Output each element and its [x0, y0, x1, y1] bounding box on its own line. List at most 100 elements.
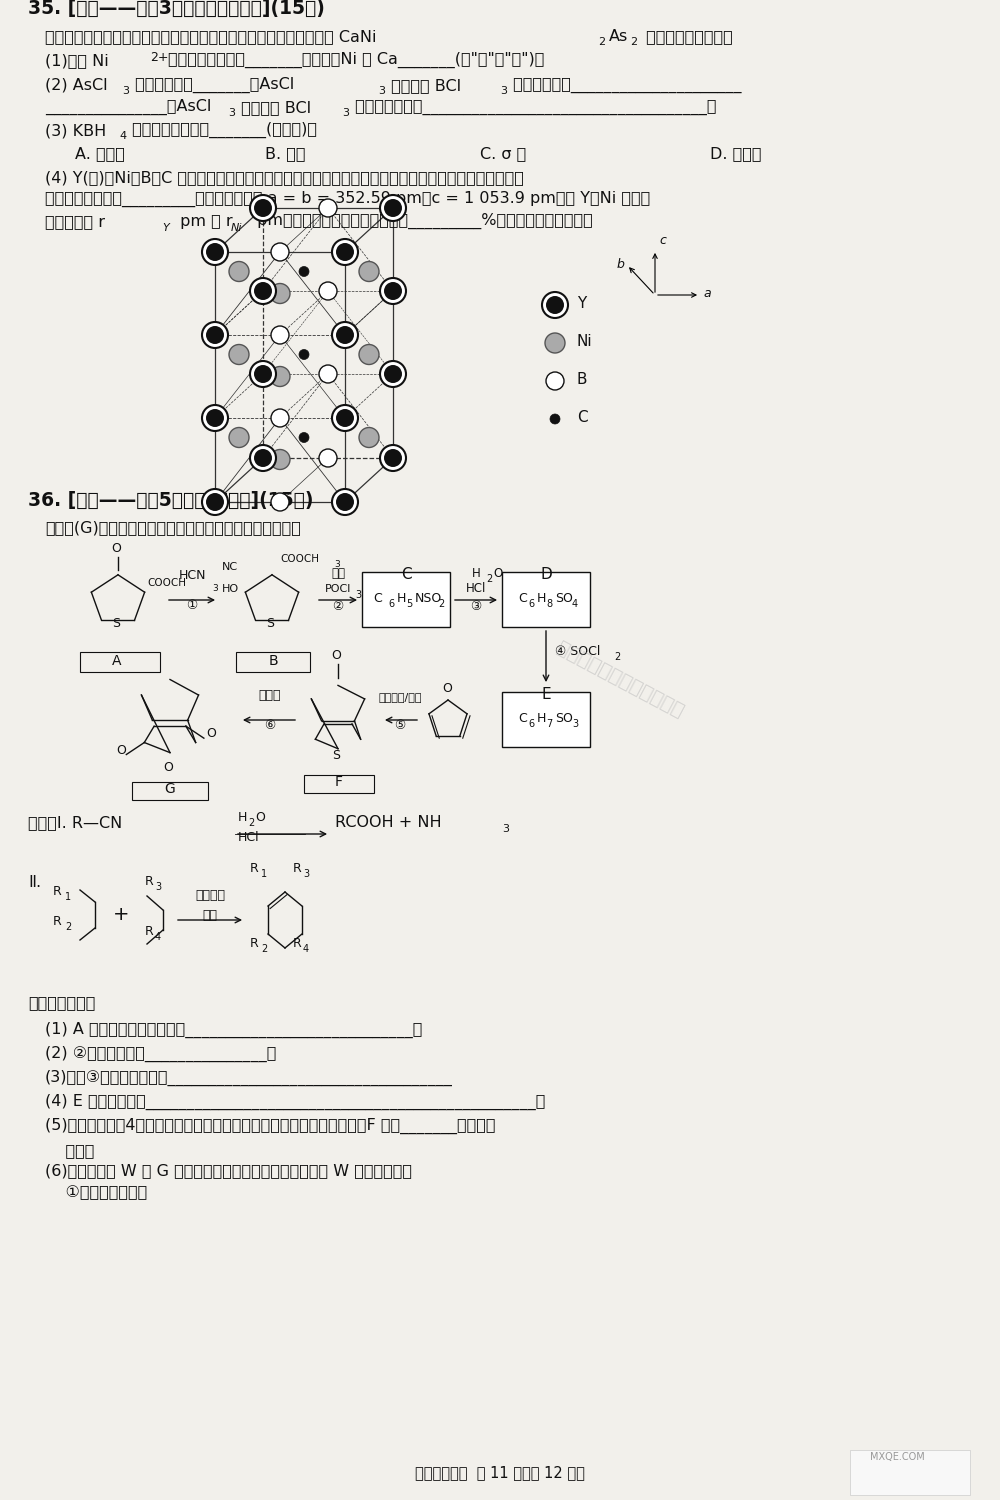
Text: 雷尼镍: 雷尼镍 [259, 688, 281, 702]
Text: 2: 2 [486, 574, 492, 584]
Text: NSO: NSO [415, 592, 442, 604]
Circle shape [250, 278, 276, 304]
Text: R: R [53, 915, 62, 928]
Text: 3: 3 [342, 108, 349, 118]
Circle shape [359, 261, 379, 282]
Circle shape [275, 372, 285, 381]
Circle shape [332, 322, 358, 348]
Circle shape [270, 284, 290, 303]
Text: ④ SOCl: ④ SOCl [555, 645, 600, 658]
Text: 4: 4 [155, 932, 161, 942]
Text: H: H [472, 567, 480, 580]
Text: ②: ② [332, 600, 344, 613]
Circle shape [202, 489, 228, 514]
Text: (3) KBH: (3) KBH [45, 123, 106, 138]
Circle shape [332, 489, 358, 514]
Circle shape [229, 427, 249, 447]
Text: O: O [163, 760, 173, 774]
Circle shape [336, 494, 354, 512]
Text: HCN: HCN [178, 568, 206, 582]
Text: 离子液体: 离子液体 [195, 890, 225, 902]
Text: Y: Y [162, 224, 169, 232]
Text: pm，则金属原子的空间占有率为_________%（列出计算表达式）。: pm，则金属原子的空间占有率为_________%（列出计算表达式）。 [252, 213, 593, 230]
Text: C: C [577, 410, 588, 424]
Circle shape [206, 243, 224, 261]
Circle shape [546, 372, 564, 390]
Circle shape [550, 414, 560, 424]
Text: (5)碳原子上连有4个不同的原子或原子团时，该碳原子称为手性碳原子。F 中有_______个手性碳: (5)碳原子上连有4个不同的原子或原子团时，该碳原子称为手性碳原子。F 中有__… [45, 1118, 496, 1134]
Circle shape [254, 282, 272, 300]
Text: S: S [332, 748, 340, 762]
Text: 2: 2 [598, 38, 605, 46]
Circle shape [250, 362, 276, 387]
Circle shape [384, 364, 402, 382]
Text: 4: 4 [303, 944, 309, 954]
Bar [132, 782, 208, 800]
Circle shape [542, 292, 568, 318]
Text: a: a [703, 286, 711, 300]
Circle shape [380, 446, 406, 471]
Circle shape [229, 345, 249, 364]
Text: As: As [609, 28, 628, 44]
Text: 6: 6 [388, 598, 394, 609]
Text: (2) AsCl: (2) AsCl [45, 78, 108, 93]
Text: 36. [化学——选修5：有机化学基础](15分): 36. [化学——选修5：有机化学基础](15分) [28, 490, 314, 510]
Text: D. 配位键: D. 配位键 [710, 146, 762, 160]
Text: 3: 3 [228, 108, 235, 118]
Text: R: R [250, 938, 259, 950]
Text: R: R [250, 862, 259, 874]
Text: 6: 6 [528, 718, 534, 729]
Text: SO: SO [555, 592, 573, 604]
Circle shape [380, 195, 406, 220]
Circle shape [545, 333, 565, 352]
Circle shape [299, 267, 309, 276]
Text: ⑥: ⑥ [264, 718, 276, 732]
Text: 的键角比 BCl: 的键角比 BCl [386, 78, 461, 93]
Text: 2: 2 [438, 598, 444, 609]
Circle shape [250, 195, 276, 220]
Text: 离子液体/加热: 离子液体/加热 [378, 692, 422, 702]
Circle shape [206, 494, 224, 512]
Circle shape [359, 427, 379, 447]
Text: R: R [293, 862, 302, 874]
Text: O: O [493, 567, 502, 580]
Text: +: + [113, 904, 130, 924]
Bar [304, 776, 374, 794]
Circle shape [271, 326, 289, 344]
Text: 2: 2 [630, 38, 637, 46]
Text: 3: 3 [122, 86, 129, 96]
Text: E: E [541, 687, 551, 702]
Text: COOCH: COOCH [148, 578, 187, 588]
Text: 2: 2 [248, 818, 254, 828]
Circle shape [384, 448, 402, 466]
Text: 5: 5 [406, 598, 412, 609]
Text: 1: 1 [65, 892, 71, 902]
Circle shape [332, 405, 358, 430]
Text: (1) A 中含氧官能团的名称是____________________________。: (1) A 中含氧官能团的名称是________________________… [45, 1022, 422, 1038]
Text: H: H [238, 812, 247, 824]
Text: O: O [111, 542, 121, 555]
Text: 斑蝥素(G)具有良好的抗肿瘤活性，其一种合成路线如下：: 斑蝥素(G)具有良好的抗肿瘤活性，其一种合成路线如下： [45, 520, 301, 536]
Circle shape [275, 454, 285, 465]
Text: C. σ 键: C. σ 键 [480, 146, 526, 160]
Text: 3: 3 [155, 882, 161, 892]
Text: 回答下列问题：: 回答下列问题： [28, 994, 95, 1010]
Text: H: H [537, 592, 546, 604]
Text: ①能发生银镜反应: ①能发生银镜反应 [45, 1185, 147, 1200]
Bar [80, 652, 160, 672]
Text: 2: 2 [261, 944, 267, 954]
Text: C: C [518, 712, 527, 724]
Circle shape [206, 410, 224, 428]
Text: 微信搜《高三答案公众号》: 微信搜《高三答案公众号》 [553, 639, 687, 722]
Text: 7: 7 [546, 718, 552, 729]
Text: (4) Y(钇)、Ni、B、C 形成的一种具有超导电性的化合物的结构属于四方晶系，其结构如下图所示，则该: (4) Y(钇)、Ni、B、C 形成的一种具有超导电性的化合物的结构属于四方晶系… [45, 170, 524, 184]
Text: RCOOH + NH: RCOOH + NH [335, 815, 442, 830]
Text: 等。回答下列问题：: 等。回答下列问题： [641, 28, 733, 44]
Text: R: R [53, 885, 62, 898]
Text: NC: NC [222, 562, 238, 572]
Text: 的高，这是因为___________________________________。: 的高，这是因为_________________________________… [350, 100, 716, 116]
Text: R: R [145, 926, 154, 938]
Bar [850, 1450, 970, 1496]
Circle shape [202, 238, 228, 266]
Text: 镍与砷或硼等元素可形成多种具有超导电性等特殊性质的化合物，如 CaNi: 镍与砷或硼等元素可形成多种具有超导电性等特殊性质的化合物，如 CaNi [45, 28, 376, 44]
